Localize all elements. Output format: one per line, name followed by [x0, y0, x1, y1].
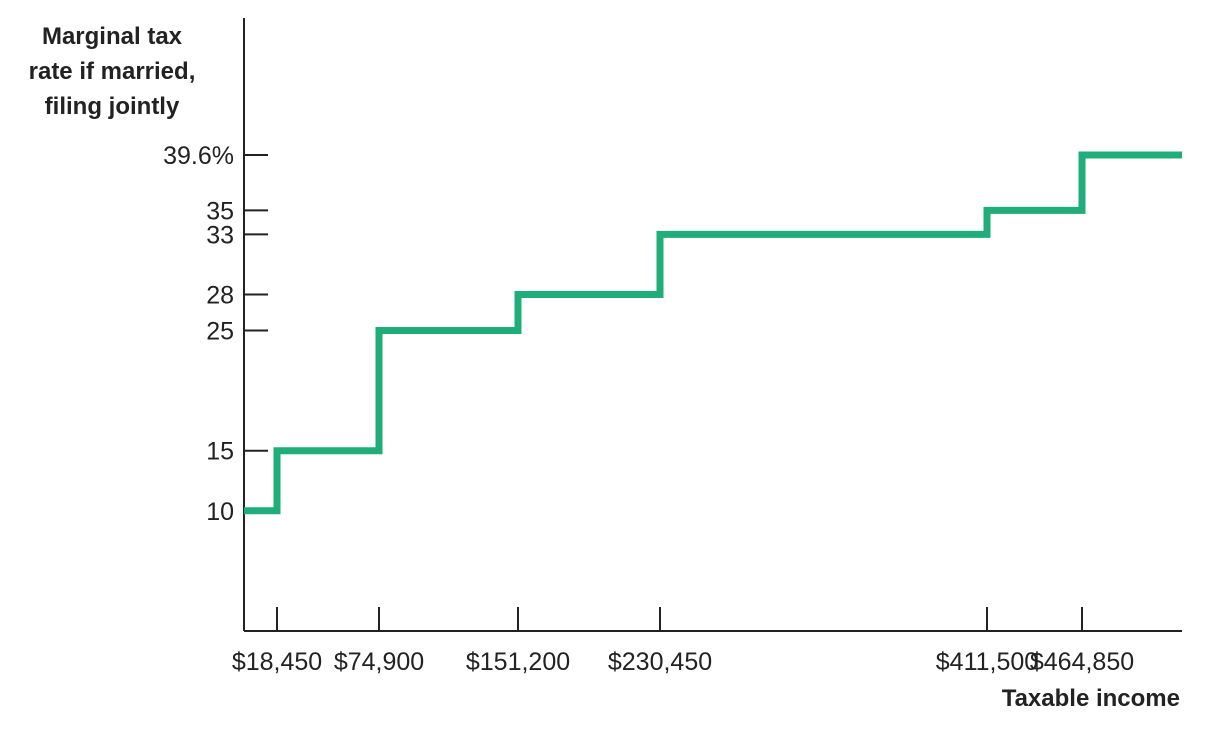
x-axis-title: Taxable income: [1002, 685, 1180, 712]
x-tick-label: $464,850: [1030, 648, 1134, 676]
y-tick-label: 35: [206, 197, 234, 225]
x-tick-label: $18,450: [232, 648, 322, 676]
x-ticks: $18,450 $74,900 $151,200 $230,450 $411,500$4…: [232, 607, 1134, 676]
x-tick-label: $74,900: [334, 648, 424, 676]
y-tick-label: 33: [206, 221, 234, 249]
tax-rate-step-line: [244, 151, 1182, 515]
x-tick-label: $230,450: [608, 648, 712, 676]
y-tick-label: 28: [206, 281, 234, 309]
y-axis-title-line: rate if married,: [29, 58, 196, 85]
y-tick-label: 25: [206, 318, 234, 346]
y-tick-label: 15: [206, 438, 234, 466]
y-axis-title-line: Marginal tax: [42, 23, 183, 50]
y-tick-label: 10: [206, 498, 234, 526]
y-axis-title: Marginal tax rate if married, filing joint…: [29, 23, 196, 120]
x-tick-label: $151,200: [466, 648, 570, 676]
x-tick-label: $411,500: [936, 648, 1038, 676]
y-axis-title-line: filing jointly: [45, 93, 180, 120]
y-tick-label: 39.6%: [163, 142, 234, 170]
